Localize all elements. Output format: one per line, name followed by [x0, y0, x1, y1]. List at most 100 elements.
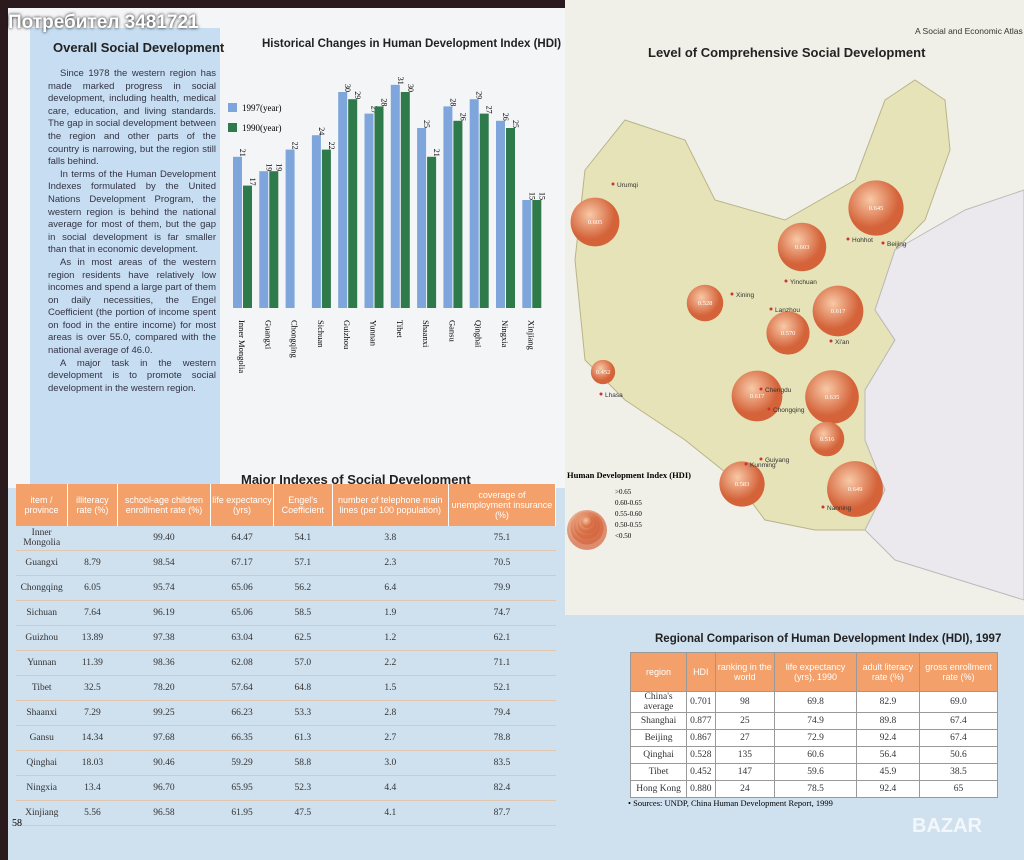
cell: 98.54	[117, 550, 211, 576]
cell: 79.4	[448, 700, 556, 726]
cell: Guizhou	[16, 625, 68, 651]
cell: 98	[714, 691, 776, 713]
legend-swatch	[228, 103, 237, 112]
row: Beijing 0.867 27 72.9 92.4 67.4	[629, 729, 999, 747]
hdi-bubble	[590, 359, 616, 385]
header-cell: illiteracy rate (%)	[67, 484, 118, 526]
hdi-bubble	[827, 461, 883, 517]
left-page: Overall Social Development Since 1978 th…	[8, 8, 565, 860]
city-dot	[829, 339, 833, 343]
legend-label: 0.50-0.55	[615, 521, 642, 529]
cell: 13.89	[67, 625, 118, 651]
cell: Chongqing	[16, 575, 68, 601]
hdi-label: 0.528	[698, 300, 713, 307]
city-dot	[767, 407, 771, 411]
header-cell: life expectancy (yrs), 1990	[774, 652, 857, 692]
right-page: A Social and Economic Atlas of Western C…	[565, 0, 1024, 860]
cell: 78.20	[117, 675, 211, 701]
row: Hong Kong 0.880 24 78.5 92.4 65	[629, 780, 999, 798]
bar-label: 26	[501, 113, 510, 121]
row: Ningxia 13.4 96.70 65.95 52.3 4.4 82.4	[16, 775, 556, 801]
bar-label: 19	[274, 163, 283, 171]
bar-label: 31	[396, 77, 405, 85]
cell: Inner Mongolia	[16, 526, 68, 551]
hdi-label: 0.603	[795, 244, 810, 251]
legend-label: 0.55-0.60	[615, 510, 642, 518]
category-label: Xinjiang	[526, 320, 536, 350]
cell: 92.4	[855, 780, 920, 798]
bar-label: 21	[238, 149, 247, 157]
category-label: Shaanxi	[421, 320, 431, 348]
cell: 47.5	[273, 800, 333, 826]
category-label: Guangxi	[263, 320, 273, 350]
cell: 82.4	[448, 775, 556, 801]
bar	[348, 99, 358, 308]
cell: Hong Kong	[629, 780, 688, 798]
cell: 24	[714, 780, 776, 798]
row: Guangxi 8.79 98.54 67.17 57.1 2.3 70.5	[16, 550, 556, 576]
bar	[506, 128, 515, 308]
header-cell: HDI	[686, 652, 716, 692]
category-label: Sichuan	[316, 320, 326, 348]
cell: Ningxia	[16, 775, 68, 801]
city-label: Lhasa	[605, 392, 623, 399]
hdi-bubble	[570, 197, 620, 247]
hdi-label: 0.617	[750, 393, 765, 400]
cell: 75.1	[448, 526, 556, 551]
cell: 87.7	[448, 800, 556, 826]
category-label: Tibet	[395, 320, 405, 338]
cell: 96.19	[117, 600, 211, 626]
city-label: Chengdu	[765, 387, 792, 394]
cell: 58.8	[273, 750, 333, 776]
city-dot	[730, 292, 734, 296]
hdi-bubble	[848, 180, 904, 236]
legend-label: 1997(year)	[242, 103, 281, 113]
cell: 95.74	[117, 575, 211, 601]
cell: Tibet	[16, 675, 68, 701]
chart-title: Historical Changes in Human Development …	[262, 38, 562, 50]
cell: Beijing	[629, 729, 688, 747]
paragraph: As in most areas of the western region r…	[48, 256, 216, 357]
cell: 65	[918, 780, 999, 798]
bar-label: 15	[537, 192, 546, 200]
cell: 74.7	[448, 600, 556, 626]
legend-label: 0.60-0.65	[615, 499, 642, 507]
cell: 83.5	[448, 750, 556, 776]
category-label: Guizhou	[342, 320, 352, 350]
cell: 2.7	[332, 725, 449, 751]
header-cell: region	[629, 652, 688, 692]
bar-label: 17	[248, 178, 257, 186]
city-label: Beijing	[887, 241, 907, 248]
city-label: Nanning	[827, 505, 852, 512]
cell: 2.8	[332, 700, 449, 726]
cell: 0.880	[686, 780, 716, 798]
cell: 61.3	[273, 725, 333, 751]
cell: 66.23	[210, 700, 274, 726]
header-cell: ranking in the world	[714, 652, 776, 692]
legend-label: 1990(year)	[242, 123, 281, 133]
bar-label: 19	[264, 163, 273, 171]
legend-circle	[581, 516, 593, 528]
bar	[243, 185, 252, 308]
row: Qinghai 0.528 135 60.6 56.4 50.6	[629, 746, 999, 764]
bar-label: 30	[343, 84, 352, 92]
city-dot	[784, 279, 788, 283]
hdi-label: 0.516	[820, 436, 835, 443]
cell: 4.4	[332, 775, 449, 801]
cell: 63.04	[210, 625, 274, 651]
cell: 54.1	[273, 526, 333, 551]
cell: 67.17	[210, 550, 274, 576]
source: • Sources: UNDP, China Human Development…	[628, 798, 833, 808]
cell: 38.5	[918, 763, 999, 781]
hdi-bubble	[719, 461, 765, 507]
cell: 1.9	[332, 600, 449, 626]
cell: 64.8	[273, 675, 333, 701]
bar	[469, 99, 479, 308]
cell: 7.64	[67, 600, 118, 626]
cell: 96.58	[117, 800, 211, 826]
cell: 52.3	[273, 775, 333, 801]
category-label: Inner Mongolia	[237, 320, 247, 373]
legend-title: Human Development Index (HDI)	[567, 470, 691, 480]
cell: 71.1	[448, 650, 556, 676]
